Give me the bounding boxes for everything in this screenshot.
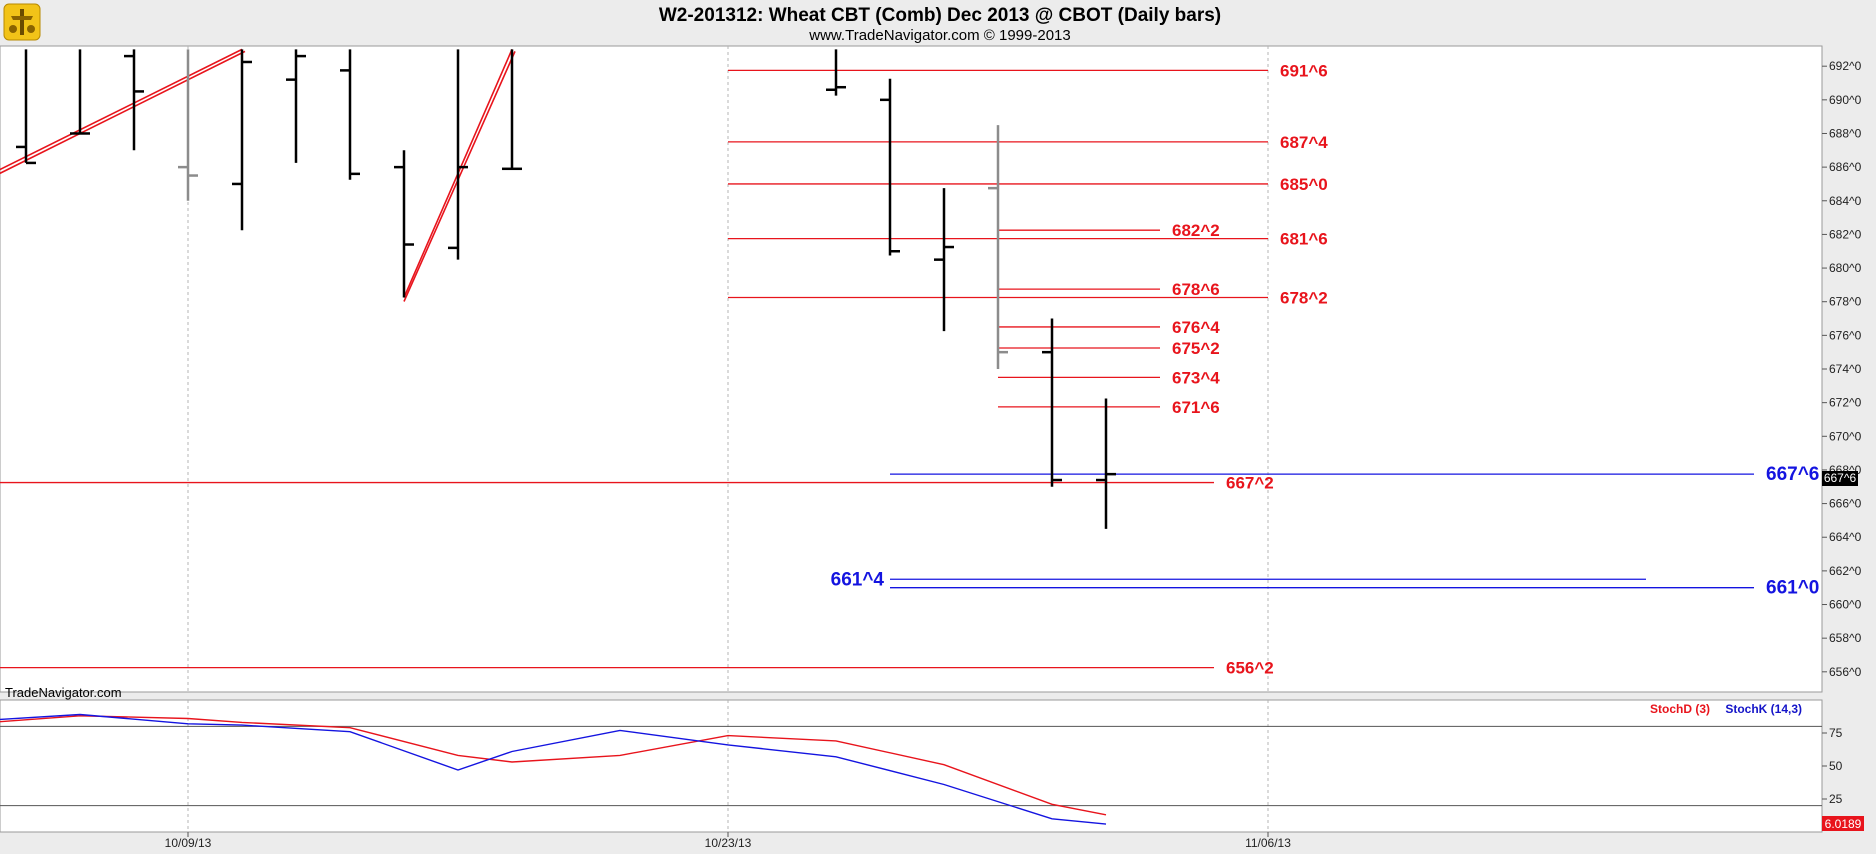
gridlines [187, 46, 1269, 832]
stochastics-lines [0, 713, 1822, 825]
level-label: 691^6 [1280, 61, 1328, 80]
level-label: 661^4 [831, 569, 885, 590]
price-tick-label: 662^0 [1829, 564, 1862, 578]
price-tick-label: 688^0 [1829, 126, 1862, 140]
price-panel [0, 45, 1823, 693]
price-tick-label: 658^0 [1829, 631, 1862, 645]
price-axis: 656^0658^0660^0662^0664^0666^0668^0670^0… [1822, 59, 1862, 679]
last-stoch-label: 6.0189 [1825, 817, 1862, 831]
date-tick-label: 10/23/13 [705, 836, 752, 850]
date-tick-label: 10/09/13 [165, 836, 212, 850]
price-tick-label: 676^0 [1829, 328, 1862, 342]
date-axis: 10/09/13 10/23/13 11/06/13 [165, 832, 1291, 850]
price-tick-label: 664^0 [1829, 530, 1862, 544]
level-label: 656^2 [1226, 659, 1274, 678]
chart-subtitle: www.TradeNavigator.com © 1999-2013 [808, 27, 1070, 44]
stoch-series-line [0, 713, 1107, 825]
legend-stochk: StochK (14,3) [1725, 702, 1802, 716]
last-price-label: 667^6 [1824, 471, 1857, 485]
price-tick-label: 678^0 [1829, 295, 1862, 309]
price-tick-label: 692^0 [1829, 59, 1862, 73]
stoch-tick-label: 25 [1829, 792, 1843, 806]
last-price-badge: 667^6 [1822, 471, 1858, 486]
stoch-tick-label: 75 [1829, 726, 1843, 740]
chart-title: W2-201312: Wheat CBT (Comb) Dec 2013 @ C… [659, 5, 1221, 26]
tradenavigator-logo-icon [3, 3, 41, 41]
trendline [0, 50, 246, 175]
price-tick-label: 686^0 [1829, 160, 1862, 174]
watermark-text: TradeNavigator.com [5, 685, 122, 700]
price-tick-label: 656^0 [1829, 665, 1862, 679]
last-stoch-badge: 6.0189 [1822, 816, 1864, 831]
level-label: 667^2 [1226, 474, 1274, 493]
support-resistance-levels: 691^6 687^4 685^0 682^2 681^6 678^6 678^2 676^4… [0, 61, 1819, 678]
price-tick-label: 682^0 [1829, 227, 1862, 241]
price-tick-label: 684^0 [1829, 194, 1862, 208]
level-label: 685^0 [1280, 175, 1328, 194]
stochastics-panel [0, 699, 1823, 833]
price-tick-label: 680^0 [1829, 261, 1862, 275]
level-label: 681^6 [1280, 230, 1328, 249]
level-label: 676^4 [1172, 318, 1220, 337]
price-tick-label: 670^0 [1829, 429, 1862, 443]
trendline [403, 51, 516, 302]
stoch-series-line [0, 715, 1107, 816]
level-label: 678^6 [1172, 280, 1220, 299]
level-label: 682^2 [1172, 221, 1220, 240]
stoch-tick-label: 50 [1829, 759, 1843, 773]
level-label: 687^4 [1280, 133, 1328, 152]
price-tick-label: 672^0 [1829, 396, 1862, 410]
ohlc-bars [16, 49, 1116, 529]
level-label: 675^2 [1172, 339, 1220, 358]
level-label: 671^6 [1172, 398, 1220, 417]
price-tick-label: 666^0 [1829, 497, 1862, 511]
legend-stochd: StochD (3) [1650, 702, 1710, 716]
level-label: 673^4 [1172, 368, 1220, 387]
price-tick-label: 690^0 [1829, 93, 1862, 107]
level-label: 661^0 [1766, 578, 1819, 599]
level-label: 678^2 [1280, 289, 1328, 308]
price-tick-label: 674^0 [1829, 362, 1862, 376]
date-tick-label: 11/06/13 [1245, 836, 1291, 850]
stochastics-axis: 25 50 75 [1822, 726, 1843, 806]
level-label: 667^6 [1766, 464, 1819, 485]
price-tick-label: 660^0 [1829, 598, 1862, 612]
